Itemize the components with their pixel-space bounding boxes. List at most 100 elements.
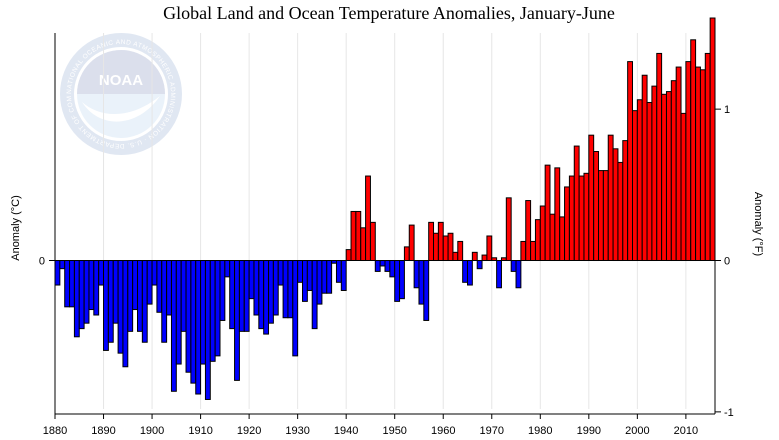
bar-1947 [379,260,386,267]
bar-1987 [573,145,580,262]
bar-1968 [481,254,488,262]
bar-1959 [437,221,444,261]
bar-2006 [665,91,672,262]
bar-1973 [505,197,512,262]
bar-1998 [627,61,634,262]
bar-1958 [433,232,439,262]
bar-1971 [496,260,502,289]
bar-1935 [321,260,328,294]
bar-1925 [272,260,279,316]
bar-1949 [389,260,396,278]
bar-1892 [112,260,119,324]
bar-1886 [83,260,90,324]
bar-1967 [476,260,483,270]
bar-1956 [423,260,430,321]
bar-1948 [384,260,391,272]
bar-2000 [636,99,643,261]
bar-1972 [500,257,507,261]
bar-1960 [442,235,449,262]
bar-1890 [103,260,109,351]
bar-2001 [641,74,648,262]
x-tick-label: 1880 [43,425,67,437]
bar-1990 [588,134,595,261]
bar-1957 [428,221,435,261]
bar-1917 [234,260,240,381]
bar-1951 [399,260,405,300]
bar-1993 [602,170,609,261]
bar-1907 [185,260,192,373]
bar-1919 [243,260,250,332]
bar-1961 [447,232,454,262]
x-tick-label: 2010 [674,425,698,437]
bar-1938 [335,260,342,283]
bar-1902 [161,260,168,343]
bar-1901 [156,260,163,313]
x-tick-label: 1950 [382,425,406,437]
bar-1884 [73,260,80,338]
bar-1896 [132,260,138,311]
bar-1992 [598,170,604,261]
bar-1946 [374,260,381,272]
bar-1999 [632,110,638,262]
bar-1916 [229,260,236,330]
bar-1970 [491,257,498,261]
bar-1937 [331,260,337,264]
bar-1898 [141,260,148,343]
bar-1880 [54,260,61,286]
bar-1977 [525,200,532,262]
bar-1920 [248,260,255,300]
bar-1964 [462,260,468,283]
bar-2014 [704,52,711,262]
bar-1915 [224,260,231,278]
bar-1887 [88,260,95,311]
bar-1904 [170,260,177,392]
bar-1981 [544,164,551,261]
bar-1941 [350,210,357,262]
x-tick-label: 1960 [431,425,455,437]
x-tick-label: 1970 [480,425,504,437]
x-tick-label: 1910 [188,425,212,437]
bar-1936 [326,260,333,294]
bar-1954 [413,260,420,289]
y-tick-label-right: 1 [724,104,730,116]
bar-1980 [539,205,546,261]
bar-1921 [253,260,260,316]
bar-1924 [268,260,274,324]
bar-2011 [690,39,697,262]
bar-1909 [195,260,202,395]
bar-1911 [204,260,211,400]
x-tick-label: 1890 [91,425,115,437]
bar-1942 [355,210,362,262]
bar-2008 [675,66,682,262]
bar-1905 [175,260,182,365]
bar-1950 [394,260,401,302]
bar-1984 [559,216,566,262]
bar-2002 [646,101,653,262]
bar-1885 [78,260,85,330]
bar-1918 [238,260,245,332]
bar-1923 [263,260,270,335]
bar-1881 [59,260,66,270]
y-tick-label-right: 0 [724,256,730,268]
bar-1944 [365,175,371,261]
bar-2015 [709,17,716,262]
bar-1940 [345,249,352,262]
bar-2005 [661,93,667,261]
bar-1962 [452,251,459,262]
bar-1974 [510,260,517,272]
bar-1891 [107,260,114,343]
x-tick-label: 1940 [334,425,358,437]
bar-1912 [209,260,216,362]
bar-1913 [214,260,221,357]
noaa-logo: NOAA NATIONAL OCEANIC AND ATMOSPHERIC AD… [0,0,182,155]
bar-1910 [200,260,206,365]
x-tick-label: 1900 [140,425,164,437]
bar-1996 [617,161,624,262]
bar-1930 [297,260,303,283]
bar-2009 [680,112,687,262]
bar-1932 [306,260,313,291]
bar-2012 [695,66,701,262]
bar-1900 [151,260,158,286]
bar-1943 [360,227,367,262]
bar-1965 [467,260,473,286]
